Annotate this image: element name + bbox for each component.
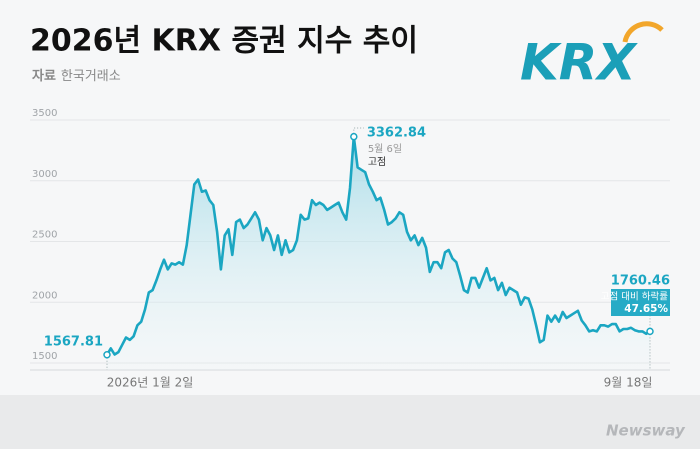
y-tick-label: 2500 (32, 230, 57, 241)
peak-value-label: 3362.84 (367, 126, 426, 141)
source-label: 자료 (32, 69, 56, 84)
point-marker (103, 351, 111, 359)
peak-date: 5월 6일 (368, 143, 402, 155)
y-tick-label: 1500 (32, 351, 57, 362)
drop-box (611, 289, 670, 316)
y-tick-label: 2000 (32, 290, 57, 301)
y-tick-label: 3500 (32, 108, 57, 119)
drop-rate: 47.65% (624, 303, 668, 315)
plot-area: 1500 2000 2500 3000 3500 2026년 1월 2일 9월 18일 156… (30, 108, 670, 390)
watermark: Newsway (606, 422, 686, 440)
peak-note: 고점 (368, 156, 386, 168)
logo-arc (622, 21, 664, 43)
drop-label: 고점 대비 하락률 (601, 291, 668, 303)
logo: KRX (520, 34, 638, 92)
area (107, 136, 650, 370)
source-name: 한국거래소 (61, 69, 121, 84)
end-value-label: 1760.46 (611, 274, 670, 289)
footer-band (0, 395, 700, 449)
line (105, 135, 651, 356)
chart-title: 2026년 KRX 증권 지수 추이 (30, 24, 418, 59)
point-marker (350, 132, 358, 141)
point-marker (646, 327, 654, 336)
x-tick-label: 9월 18일 (604, 376, 653, 390)
leader-line (353, 127, 364, 137)
start-value-label: 1567.81 (44, 334, 103, 349)
y-tick-label: 3000 (32, 169, 57, 180)
x-tick-label: 2026년 1월 2일 (107, 376, 194, 390)
source: 자료 한국거래소 (32, 69, 121, 84)
